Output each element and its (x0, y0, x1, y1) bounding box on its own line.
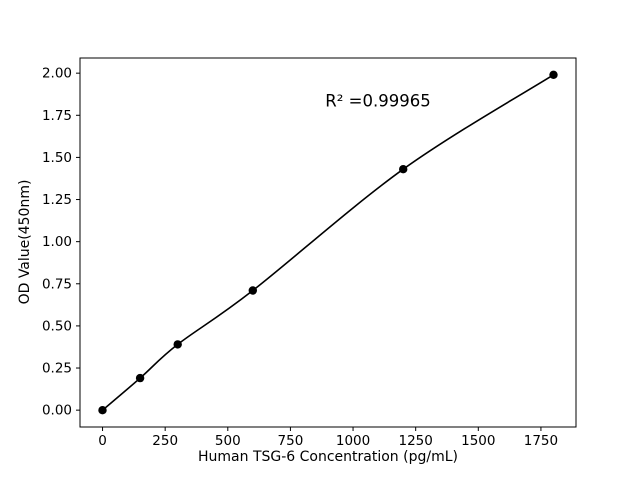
x-tick-label: 750 (278, 433, 304, 449)
y-tick-label: 1.00 (42, 234, 72, 250)
data-point (135, 373, 145, 383)
data-point (248, 286, 257, 295)
r-squared-annotation: R² =0.99965 (325, 91, 431, 111)
x-axis-label: Human TSG-6 Concentration (pg/mL) (198, 449, 458, 465)
y-tick-label: 0.25 (42, 361, 72, 377)
x-tick-label: 0 (98, 433, 107, 449)
y-tick-label: 0.50 (42, 318, 72, 334)
y-tick-label: 0.75 (42, 276, 72, 292)
data-point (549, 70, 558, 80)
y-tick-label: 2.00 (42, 66, 72, 82)
fit-curve (101, 74, 554, 411)
data-point (98, 406, 107, 415)
x-tick-label: 1250 (398, 433, 432, 449)
plot-border (79, 57, 577, 428)
y-axis-label: OD Value(450nm) (17, 179, 33, 305)
y-tick-label: 1.50 (42, 150, 72, 166)
x-tick-label: 250 (152, 433, 178, 449)
x-tick-label: 500 (215, 433, 241, 449)
y-tick-label: 1.25 (42, 192, 72, 208)
data-point (399, 165, 408, 174)
data-point (173, 340, 182, 349)
x-tick-label: 1750 (524, 433, 558, 449)
x-tick-label: 1500 (461, 433, 495, 449)
x-tick-label: 1000 (336, 433, 370, 449)
y-tick-label: 0.00 (42, 403, 72, 419)
y-tick-label: 1.75 (42, 108, 72, 124)
